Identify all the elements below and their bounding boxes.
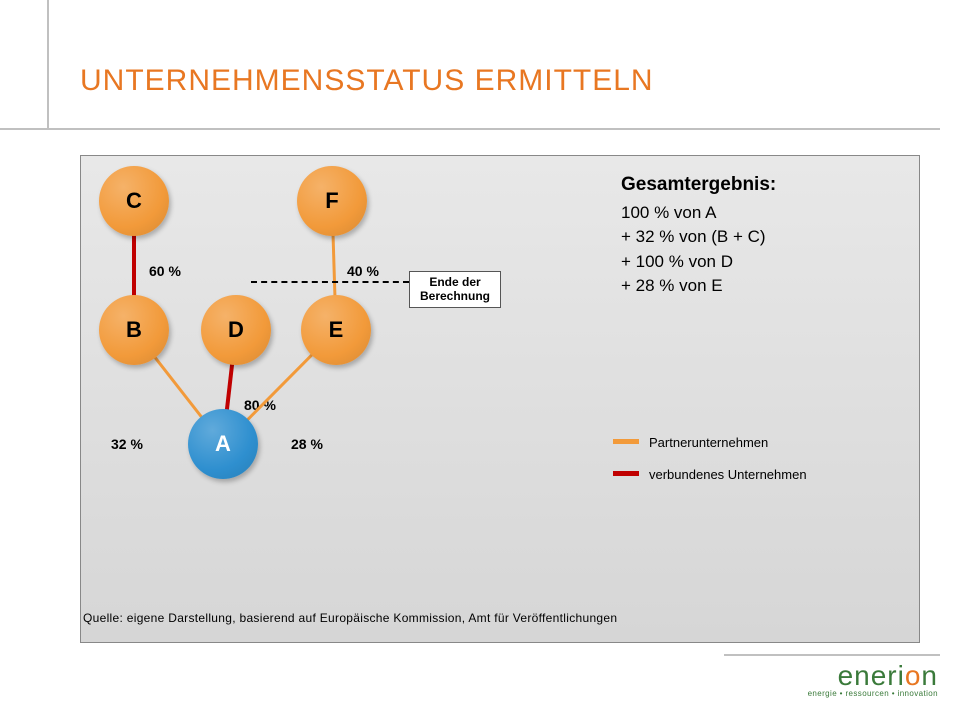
- node-A: A: [188, 409, 258, 479]
- node-B: B: [99, 295, 169, 365]
- callout-dash: [251, 281, 409, 283]
- brand-name: enerion: [808, 660, 938, 692]
- result-header: Gesamtergebnis:: [621, 171, 776, 199]
- page-title: UNTERNEHMENSSTATUS ERMITTELN: [80, 64, 654, 98]
- edge-label-A-E: 28 %: [291, 436, 323, 452]
- result-line-0: 100 % von A: [621, 201, 776, 226]
- legend-label-0: Partnerunternehmen: [649, 435, 768, 450]
- node-D: D: [201, 295, 271, 365]
- legend-label-1: verbundenes Unternehmen: [649, 467, 807, 482]
- callout-line1: Ende der: [429, 275, 480, 289]
- brand-logo: enerion energie • ressourcen • innovatio…: [808, 660, 938, 698]
- source-text: Quelle: eigene Darstellung, basierend au…: [83, 611, 617, 625]
- callout-line2: Berechnung: [420, 289, 490, 303]
- edge-label-E-F: 40 %: [347, 263, 379, 279]
- node-F: F: [297, 166, 367, 236]
- node-C: C: [99, 166, 169, 236]
- result-line-1: + 32 % von (B + C): [621, 225, 776, 250]
- result-line-2: + 100 % von D: [621, 250, 776, 275]
- diagram-panel: 32 %80 %28 %60 %40 %Ende derBerechnungAB…: [80, 155, 920, 643]
- header-vline: [47, 0, 49, 128]
- legend-swatch-0: [613, 439, 639, 444]
- footer-rule: [724, 654, 940, 656]
- result-block: Gesamtergebnis:100 % von A+ 32 % von (B …: [621, 171, 776, 299]
- edge-label-B-C: 60 %: [149, 263, 181, 279]
- edge-label-A-B: 32 %: [111, 436, 143, 452]
- result-line-3: + 28 % von E: [621, 274, 776, 299]
- legend-swatch-1: [613, 471, 639, 476]
- header-hrule: [0, 128, 940, 130]
- callout-box: Ende derBerechnung: [409, 271, 501, 308]
- node-E: E: [301, 295, 371, 365]
